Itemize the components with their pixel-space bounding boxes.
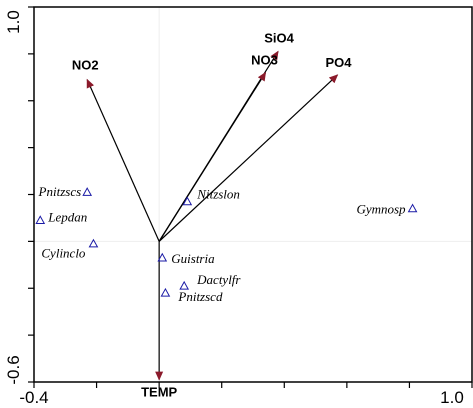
species-markers [35, 187, 418, 297]
arrow-label-po4: PO4 [325, 55, 352, 70]
arrow-label-no3: NO3 [251, 53, 278, 68]
species-label-lepdan: Lepdan [47, 209, 87, 224]
species-label-nitzslon: Nitzslon [196, 187, 240, 202]
environmental-labels: NO2 SiO4 NO3 PO4 TEMP [72, 31, 352, 400]
species-marker-gymnosp [407, 203, 418, 213]
x-tick-label-min: -0.4 [19, 388, 48, 407]
arrow-po4 [158, 74, 339, 242]
y-tick-label-min: -0.6 [4, 355, 23, 384]
species-marker-pnitzscd [160, 287, 171, 297]
species-label-guistria: Guistria [171, 251, 215, 266]
arrow-no2 [86, 78, 160, 242]
axis-tick-labels: -0.4 1.0 -0.6 1.0 [4, 10, 464, 407]
y-tick-label-max: 1.0 [4, 10, 23, 34]
species-labels: Pnitzscs Lepdan Cylinclo Nitzslon Gymnosp Gui… [38, 184, 406, 304]
species-marker-guistria [157, 252, 168, 262]
species-marker-lepdan [35, 215, 46, 224]
species-label-pnitzscs: Pnitzscs [38, 184, 82, 199]
environmental-arrows [86, 50, 339, 381]
x-tick-label-max: 1.0 [440, 388, 464, 407]
species-marker-pnitzscs [82, 187, 93, 196]
species-label-pnitzscd: Pnitzscd [177, 289, 223, 304]
species-label-dactylfr: Dactylfr [196, 272, 241, 287]
axis-ticks [28, 6, 473, 388]
arrow-no3 [158, 71, 267, 242]
arrow-label-no2: NO2 [72, 58, 99, 73]
species-marker-nitzslon [182, 196, 193, 206]
arrow-label-temp: TEMP [141, 385, 177, 400]
species-label-gymnosp: Gymnosp [356, 202, 406, 217]
species-label-cylinclo: Cylinclo [41, 246, 86, 261]
arrow-label-sio4: SiO4 [264, 31, 294, 46]
species-marker-cylinclo [88, 238, 99, 248]
species-marker-dactylfr [179, 280, 190, 290]
